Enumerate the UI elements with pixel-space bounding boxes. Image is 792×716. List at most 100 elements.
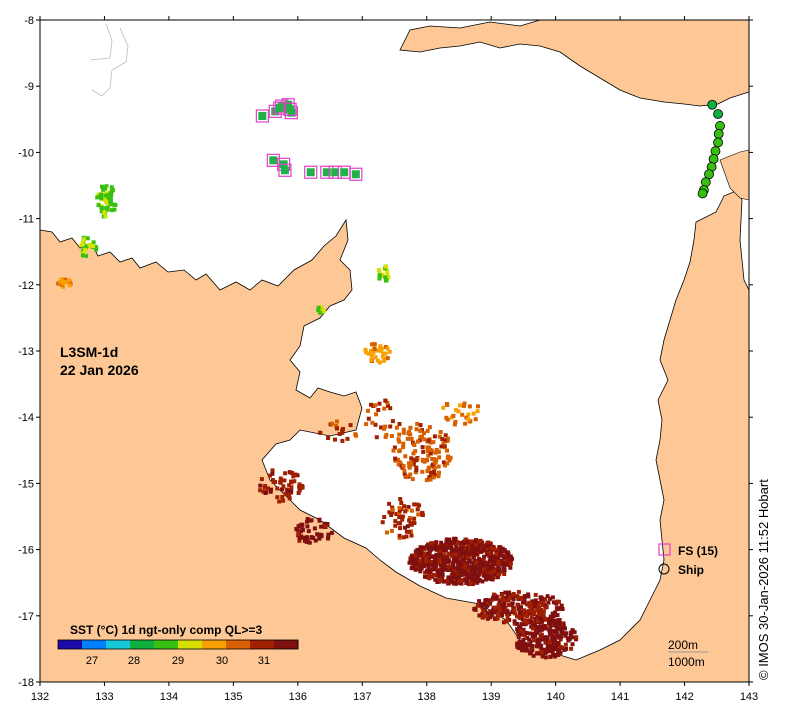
sst-pixel (495, 575, 500, 580)
map-title-date: 22 Jan 2026 (60, 362, 139, 378)
sst-pixel (484, 549, 489, 554)
sst-pixel (540, 627, 544, 632)
sst-pixel (516, 603, 521, 608)
sst-pixel (500, 604, 505, 609)
sst-pixel (408, 425, 413, 430)
sst-pixel (504, 612, 509, 617)
sst-pixel (500, 613, 504, 618)
sst-pixel (459, 581, 464, 586)
sst-pixel (413, 562, 418, 567)
sst-pixel (544, 605, 549, 609)
sst-pixel (528, 603, 533, 607)
sst-pixel (546, 600, 551, 605)
sst-pixel (58, 279, 63, 284)
depth-200m-label: 200m (668, 638, 698, 652)
sst-pixel (440, 573, 445, 577)
sst-pixel (373, 355, 378, 360)
x-axis: 132 133 134 135 136 137 138 139 140 141 142 143 (31, 16, 758, 703)
sst-pixel (471, 411, 476, 416)
sst-pixel (484, 603, 489, 608)
sst-pixel (547, 628, 552, 633)
sst-pixel (446, 551, 451, 556)
sst-pixel (528, 631, 532, 636)
sst-pixel (398, 526, 403, 531)
sst-pixel (434, 447, 439, 452)
sst-pixel (507, 602, 512, 607)
sst-pixel (512, 611, 517, 616)
sst-pixel (562, 647, 567, 652)
sst-pixel (300, 527, 305, 532)
sst-pixel (541, 609, 546, 614)
colorbar-tick-label: 30 (216, 655, 228, 667)
fs-station-marker (275, 104, 284, 113)
y-tick-label: -12 (18, 280, 34, 292)
sst-pixel (554, 601, 559, 606)
sst-pixel (445, 417, 450, 422)
sst-pixel (267, 473, 272, 478)
sst-pixel (394, 512, 399, 516)
sst-pixel (381, 358, 386, 363)
sst-pixel (558, 606, 563, 611)
sst-pixel (521, 630, 526, 635)
sst-pixel (441, 554, 446, 559)
sst-pixel (510, 610, 515, 615)
fs-station-outline (278, 163, 292, 177)
sst-pixel (552, 629, 557, 634)
sst-pixel (541, 617, 546, 622)
sst-pixel (502, 555, 507, 560)
sst-pixel (415, 421, 420, 426)
sst-pixel (423, 458, 428, 463)
sst-pixel (560, 631, 565, 636)
sst-pixel (531, 653, 536, 658)
sst-pixel (416, 439, 420, 444)
sst-pixel (296, 532, 301, 536)
sst-pixel (392, 445, 397, 450)
sst-pixel (531, 611, 536, 616)
sst-pixel (552, 623, 557, 628)
sst-pixel (411, 462, 416, 467)
sst-pixel (258, 483, 263, 488)
sst-pixel (410, 566, 415, 571)
sst-pixel (424, 558, 429, 563)
sst-pixel (409, 508, 414, 513)
sst-pixel (425, 449, 430, 454)
sst-pixel (305, 517, 310, 521)
sst-pixel (409, 533, 414, 538)
sst-pixel (379, 425, 384, 430)
sst-pixel (434, 563, 439, 568)
sst-pixel (533, 592, 538, 597)
sst-pixel (297, 482, 302, 487)
sst-pixel (493, 610, 498, 615)
sst-pixel (305, 535, 309, 540)
sst-pixel (432, 562, 437, 567)
sst-pixel (494, 551, 499, 556)
sst-pixel (282, 478, 287, 483)
sst-pixel (266, 486, 270, 491)
sst-pixel (413, 470, 418, 475)
sst-pixel (398, 497, 403, 501)
sst-pixel (448, 540, 453, 545)
sst-pixel (396, 437, 401, 442)
sst-pixel (420, 469, 425, 474)
sst-pixel (394, 425, 399, 430)
sst-pixel (415, 556, 420, 561)
sst-pixel (553, 610, 558, 615)
sst-pixel (548, 654, 553, 659)
sst-pixel (512, 607, 517, 612)
sst-pixel (474, 549, 479, 554)
sst-pixel (313, 538, 318, 543)
sst-pixel (425, 445, 430, 450)
sst-pixel (449, 573, 454, 578)
sst-pixel (465, 539, 470, 544)
sst-pixel (461, 571, 466, 576)
sst-pixel (383, 275, 388, 280)
sst-pixel (431, 440, 436, 445)
sst-pixel (319, 534, 324, 539)
sst-pixel (462, 403, 466, 408)
sst-pixel (460, 412, 465, 417)
sst-pixel (399, 501, 404, 505)
sst-pixel (418, 545, 423, 550)
sst-pixel (472, 562, 476, 567)
sst-pixel (548, 623, 553, 627)
sst-pixel (552, 634, 557, 639)
